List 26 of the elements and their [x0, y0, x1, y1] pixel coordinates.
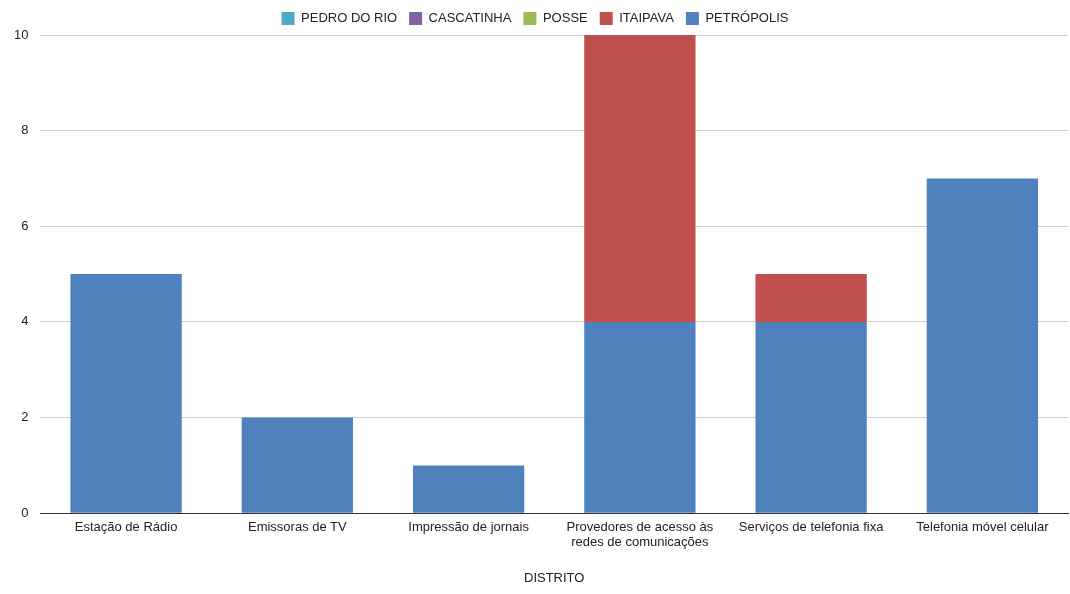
legend-label: ITAIPAVA — [619, 10, 675, 26]
bar — [584, 35, 696, 322]
x-tick-label: Serviços de telefonia fixa — [738, 518, 885, 534]
y-tick-label: 2 — [21, 409, 29, 425]
y-tick-label: 6 — [21, 217, 29, 233]
x-tick-label: Estação de Rádio — [74, 518, 178, 534]
legend-label: PEDRO DO RIO — [301, 10, 398, 26]
bar — [755, 321, 867, 513]
y-tick-label: 10 — [13, 26, 29, 42]
x-axis-title: DISTRITO — [524, 569, 585, 585]
x-tick-label: Telefonia móvel celular — [916, 518, 1050, 534]
x-tick-label: Provedores de acesso às redes de comunicações — [566, 518, 714, 550]
legend-label: CASCATINHA — [428, 10, 512, 26]
legend-label: PETRÓPOLIS — [705, 10, 789, 26]
y-tick-label: 8 — [21, 122, 29, 138]
legend-label: POSSE — [542, 10, 589, 26]
y-tick-label: 4 — [21, 313, 29, 329]
bar — [241, 417, 353, 513]
x-tick-label: Impressão de jornais — [408, 518, 530, 534]
bar — [584, 321, 696, 513]
bar — [70, 274, 182, 513]
bar — [755, 274, 867, 322]
bar — [926, 178, 1039, 513]
y-tick-label: 0 — [21, 504, 29, 520]
x-tick-label: Emissoras de TV — [247, 518, 348, 534]
bar — [412, 465, 525, 513]
